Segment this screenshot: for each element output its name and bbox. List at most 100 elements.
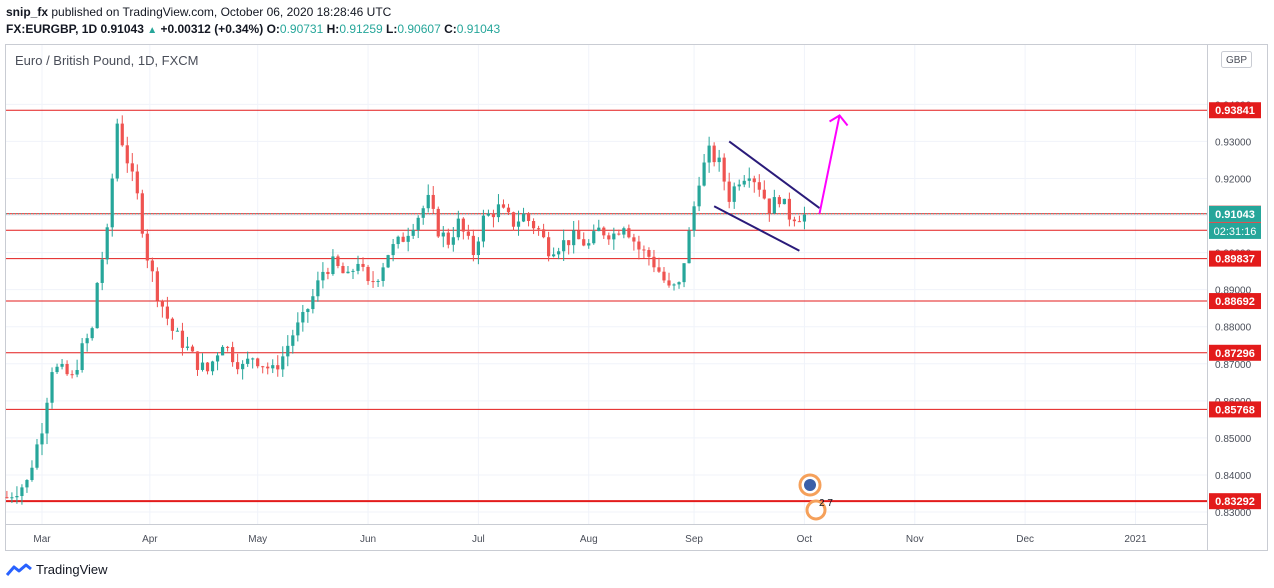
candle-body: [291, 335, 295, 346]
candle-body: [767, 198, 771, 214]
candle-body: [180, 330, 185, 348]
candle-body: [45, 402, 49, 434]
candle-body: [130, 163, 134, 172]
candle-body: [722, 157, 726, 182]
candle-body: [286, 345, 290, 357]
candle-body: [125, 145, 129, 164]
candle-body: [572, 230, 576, 246]
candle-body: [792, 219, 796, 222]
candle-body: [762, 189, 766, 199]
candle-body: [697, 185, 701, 207]
candle-body: [441, 232, 445, 237]
candle-body: [200, 362, 205, 370]
author-name[interactable]: snip_fx: [6, 5, 49, 19]
candle-body: [55, 366, 59, 373]
candle-body: [431, 194, 435, 209]
candle-body: [185, 346, 190, 348]
candle-body: [25, 480, 29, 488]
currency-badge[interactable]: [1221, 51, 1252, 68]
candle-body: [35, 444, 39, 468]
candle-body: [85, 338, 89, 344]
x-tick-label: Jul: [472, 534, 485, 545]
event-flag-icon[interactable]: [805, 499, 827, 521]
candle-body: [652, 256, 656, 268]
x-tick-label: Aug: [580, 534, 598, 545]
x-tick-label: Jun: [360, 534, 376, 545]
y-tick-label: 0.87000: [1215, 360, 1252, 371]
event-count-label: 2 7: [819, 498, 833, 509]
forecast-arrow[interactable]: [818, 115, 841, 214]
candle-body: [682, 263, 686, 283]
forecast-arrowhead-icon: [829, 114, 849, 127]
candle-body: [215, 355, 220, 362]
level-price-label: 0.88692: [1215, 296, 1255, 308]
candle-body: [747, 178, 751, 181]
tradingview-logo-icon: [6, 563, 32, 576]
candle-body: [677, 282, 681, 285]
high-value: 0.91259: [339, 22, 383, 36]
candle-body: [396, 236, 400, 245]
candle-body: [65, 363, 69, 375]
candle-body: [782, 198, 786, 205]
candle-body: [205, 362, 210, 372]
candle-body: [306, 309, 310, 313]
candle-body: [80, 343, 84, 370]
candle-body: [20, 487, 24, 497]
candle-body: [70, 374, 74, 376]
y-tick-label: 0.93000: [1215, 137, 1252, 148]
candle-body: [246, 358, 250, 364]
x-tick-label: Sep: [685, 534, 703, 545]
time-axis[interactable]: Mar Apr May Jun Jul Aug Sep Oct Nov Dec 2021: [33, 534, 1147, 545]
candle-body: [607, 235, 611, 240]
candle-body: [597, 227, 601, 232]
candle-body: [120, 123, 124, 146]
candle-body: [135, 171, 139, 194]
candle-body: [371, 281, 375, 283]
countdown-label: 02:31:16: [1214, 226, 1257, 238]
candle-body: [351, 270, 355, 272]
close-value: 0.91043: [456, 22, 501, 36]
channel-upper-line[interactable]: [728, 140, 821, 209]
level-price-tag: [1209, 293, 1261, 310]
candle-body: [170, 318, 175, 331]
low-value: 0.90607: [397, 22, 441, 36]
candle-body: [326, 271, 330, 275]
candle-body: [40, 433, 44, 445]
footer-brand[interactable]: TradingView: [36, 562, 108, 577]
up-triangle-icon: ▲: [147, 25, 158, 36]
price-axis[interactable]: 0.830000.840000.850000.860000.870000.880…: [1209, 100, 1261, 519]
candle-body: [256, 358, 260, 367]
candle-body: [30, 467, 34, 481]
level-price-label: 0.85768: [1215, 404, 1255, 416]
candle-body: [95, 282, 99, 329]
candle-body: [190, 346, 195, 352]
candle-body: [617, 233, 621, 235]
candle-body: [155, 271, 159, 301]
candle-body: [496, 204, 501, 218]
candle-body: [622, 228, 626, 235]
candle-body: [416, 217, 420, 230]
candle-body: [210, 361, 215, 372]
ohlc-legend: FX:EURGBP, 1D 0.91043 ▲ +0.00312 (+0.34%…: [6, 22, 500, 36]
candle-body: [627, 228, 631, 238]
candle-body: [451, 237, 455, 245]
publish-text: published on TradingView.com, October 06…: [48, 5, 392, 19]
candle-body: [802, 214, 807, 222]
level-price-tag: [1209, 250, 1261, 267]
candle-body: [542, 229, 546, 238]
candle-body: [381, 267, 385, 281]
candle-body: [165, 306, 169, 319]
candle-body: [501, 204, 506, 208]
channel-lower-line[interactable]: [713, 205, 800, 252]
level-price-label: 0.93841: [1215, 105, 1255, 117]
candle-body: [777, 197, 781, 205]
candle-body: [366, 266, 370, 282]
grid: [6, 45, 1207, 524]
candle-body: [195, 351, 200, 370]
candle-body: [727, 181, 731, 202]
events-marker[interactable]: 2 7: [798, 473, 833, 521]
x-tick-label: Dec: [1016, 534, 1034, 545]
open-value: 0.90731: [279, 22, 324, 36]
candle-body: [301, 312, 305, 323]
